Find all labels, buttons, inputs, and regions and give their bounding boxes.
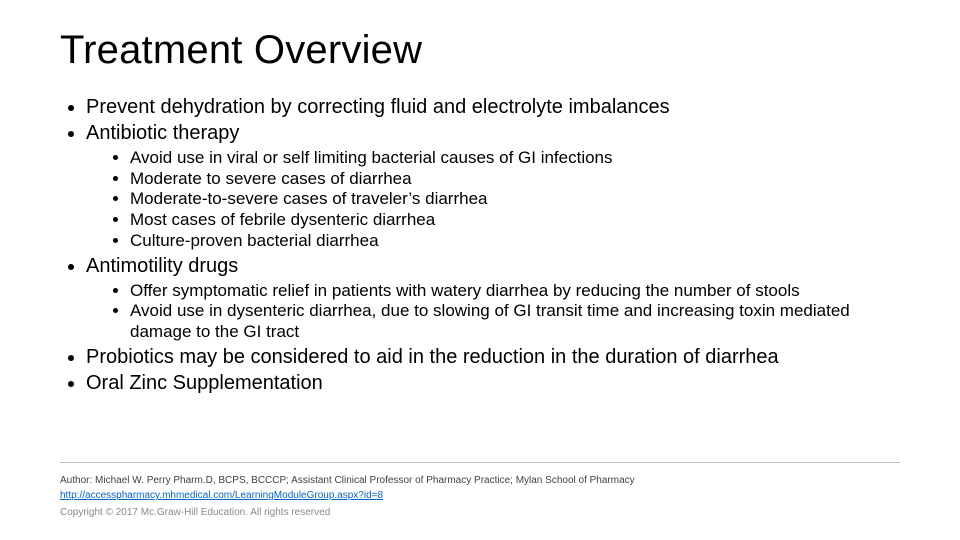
- footer: Author: Michael W. Perry Pharm.D, BCPS, …: [60, 462, 900, 520]
- bullet-item: Prevent dehydration by correcting fluid …: [86, 95, 900, 120]
- slide: Treatment Overview Prevent dehydration b…: [0, 0, 960, 540]
- sub-bullet-item: Offer symptomatic relief in patients wit…: [130, 281, 900, 302]
- bullet-list: Prevent dehydration by correcting fluid …: [60, 95, 900, 396]
- sub-bullet-item: Avoid use in viral or self limiting bact…: [130, 148, 900, 169]
- sub-bullet-item: Culture-proven bacterial diarrhea: [130, 231, 900, 252]
- author-line: Author: Michael W. Perry Pharm.D, BCPS, …: [60, 473, 900, 488]
- bullet-item: Probiotics may be considered to aid in t…: [86, 345, 900, 370]
- bullet-text: Antibiotic therapy: [86, 122, 239, 144]
- copyright-line: Copyright © 2017 Mc.Graw-Hill Education.…: [60, 505, 900, 520]
- bullet-item: Antibiotic therapy Avoid use in viral or…: [86, 121, 900, 252]
- bullet-text: Antimotility drugs: [86, 255, 238, 277]
- bullet-item: Antimotility drugs Offer symptomatic rel…: [86, 254, 900, 343]
- source-link[interactable]: http://accesspharmacy.mhmedical.com/Lear…: [60, 490, 383, 501]
- sub-bullet-list: Avoid use in viral or self limiting bact…: [86, 148, 900, 252]
- sub-bullet-item: Avoid use in dysenteric diarrhea, due to…: [130, 301, 900, 342]
- sub-bullet-item: Moderate to severe cases of diarrhea: [130, 169, 900, 190]
- slide-title: Treatment Overview: [60, 28, 900, 73]
- sub-bullet-list: Offer symptomatic relief in patients wit…: [86, 281, 900, 343]
- sub-bullet-item: Most cases of febrile dysenteric diarrhe…: [130, 210, 900, 231]
- link-line: http://accesspharmacy.mhmedical.com/Lear…: [60, 488, 900, 503]
- sub-bullet-item: Moderate-to-severe cases of traveler’s d…: [130, 189, 900, 210]
- bullet-item: Oral Zinc Supplementation: [86, 371, 900, 396]
